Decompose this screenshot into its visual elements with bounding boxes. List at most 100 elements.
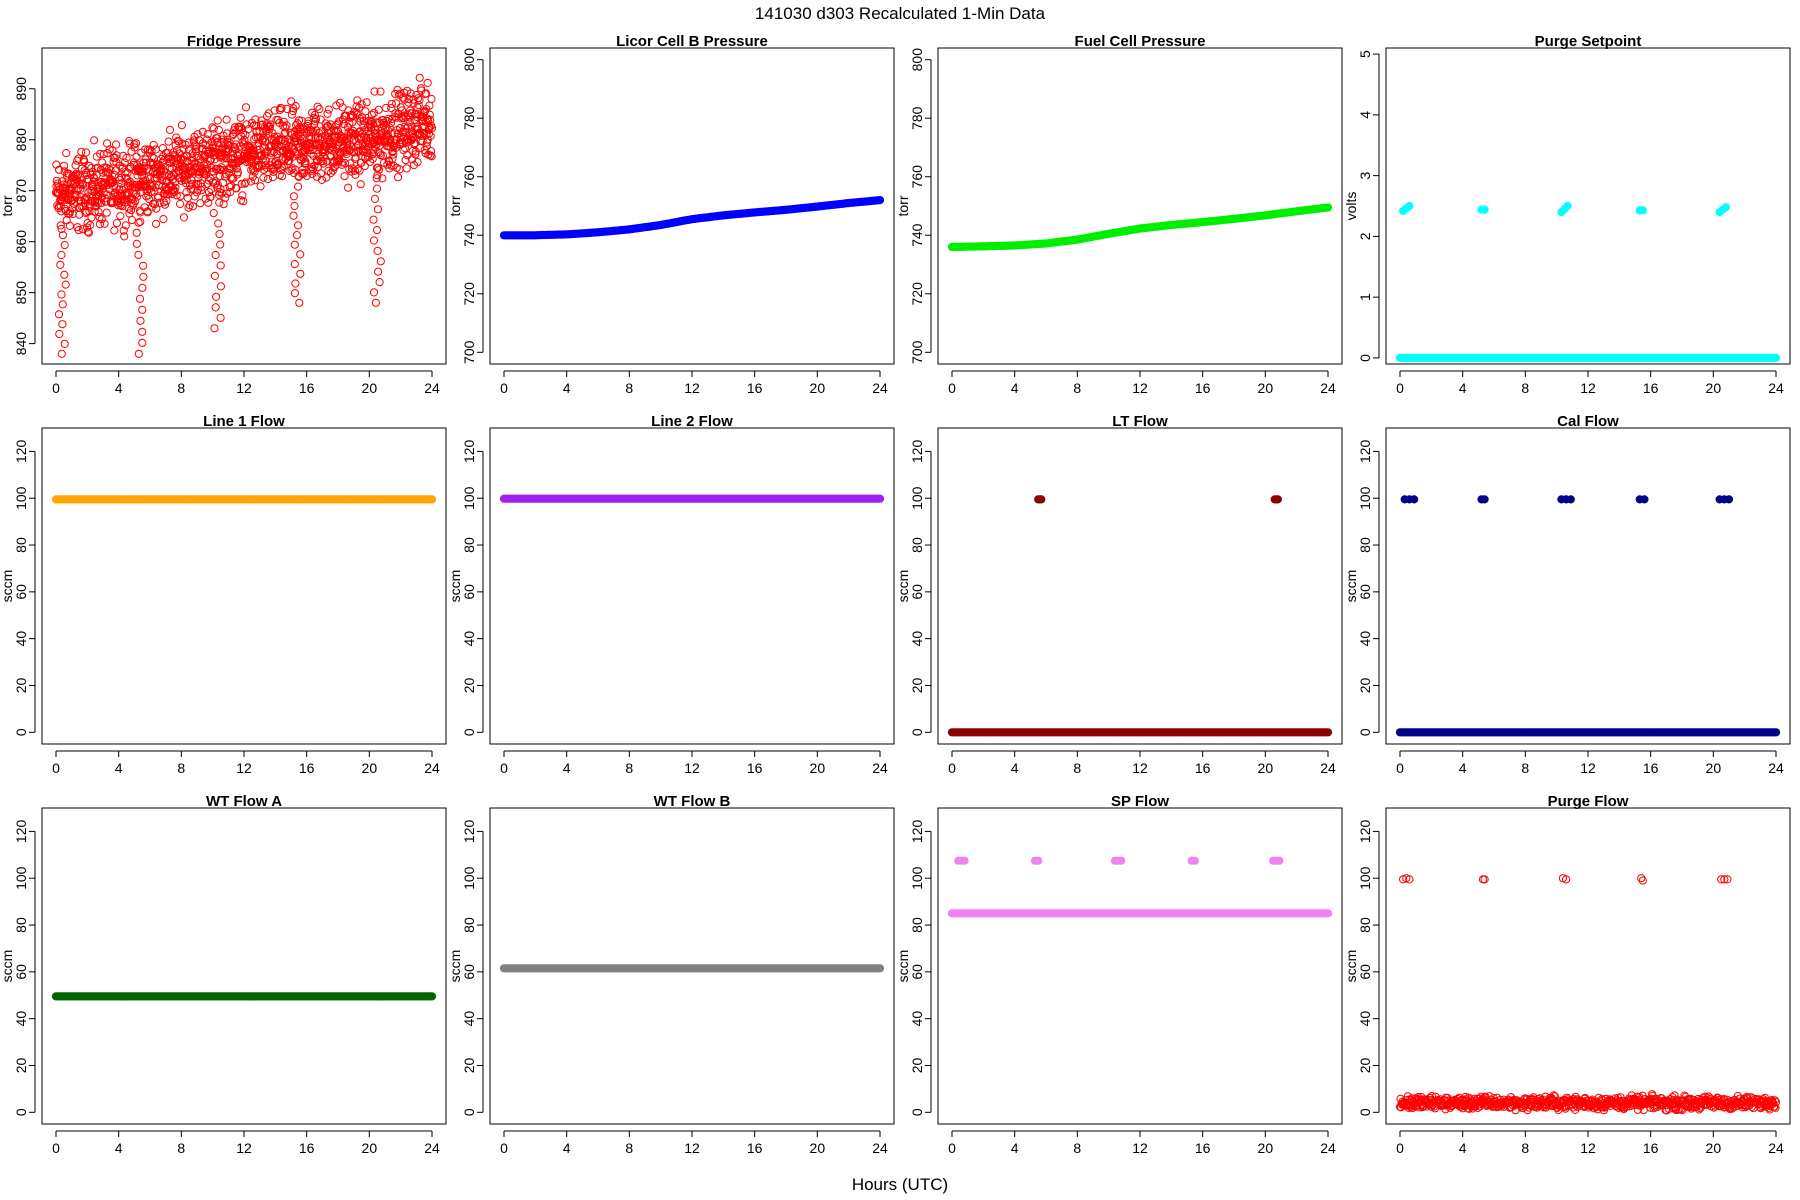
data-point bbox=[215, 229, 224, 239]
data-point bbox=[385, 123, 394, 132]
data-point bbox=[1771, 353, 1781, 362]
y-tick-label: 870 bbox=[13, 179, 29, 203]
x-tick-label: 12 bbox=[236, 380, 252, 396]
data-point bbox=[1190, 856, 1199, 865]
data-point bbox=[74, 226, 83, 235]
data-point bbox=[188, 202, 197, 211]
data-point bbox=[396, 123, 405, 133]
data-point bbox=[221, 193, 230, 202]
data-point bbox=[161, 171, 170, 180]
data-point bbox=[328, 166, 338, 175]
panel-title: Cal Flow bbox=[1557, 413, 1619, 430]
data-point bbox=[219, 200, 228, 209]
y-tick-label: 20 bbox=[13, 677, 29, 693]
data-point bbox=[1480, 205, 1489, 214]
data-point bbox=[226, 188, 235, 197]
data-point bbox=[124, 204, 133, 213]
data-point bbox=[340, 159, 350, 168]
data-point bbox=[138, 327, 147, 336]
data-point bbox=[378, 132, 387, 141]
data-point bbox=[95, 213, 104, 222]
x-tick-label: 8 bbox=[177, 760, 185, 776]
data-point bbox=[62, 149, 71, 158]
data-point bbox=[135, 206, 145, 215]
y-tick-label: 800 bbox=[461, 48, 477, 72]
data-point bbox=[370, 194, 380, 203]
data-point bbox=[119, 226, 128, 235]
data-point bbox=[256, 182, 265, 191]
data-point bbox=[290, 289, 299, 298]
y-tick-label: 850 bbox=[13, 281, 29, 305]
plot-frame bbox=[937, 427, 1343, 745]
data-point bbox=[371, 298, 380, 307]
y-tick-label: 740 bbox=[909, 223, 925, 247]
y-tick-label: 100 bbox=[461, 866, 477, 890]
data-point bbox=[369, 288, 379, 297]
data-point bbox=[72, 169, 81, 178]
data-point bbox=[217, 163, 226, 172]
data-point bbox=[282, 121, 291, 130]
data-point bbox=[216, 313, 225, 322]
data-point bbox=[202, 135, 211, 144]
x-tick-label: 8 bbox=[177, 380, 185, 396]
y-tick-label: 60 bbox=[1357, 964, 1373, 980]
data-point bbox=[97, 215, 106, 224]
data-point bbox=[427, 495, 437, 504]
data-point bbox=[372, 163, 381, 172]
panel-title: Line 2 Flow bbox=[651, 413, 733, 430]
data-point bbox=[179, 213, 189, 222]
data-point bbox=[337, 158, 346, 167]
y-tick-label: 20 bbox=[1357, 1057, 1373, 1073]
y-tick-label: 780 bbox=[461, 106, 477, 130]
data-point bbox=[57, 224, 66, 234]
x-tick-label: 20 bbox=[1258, 380, 1274, 396]
x-tick-label: 4 bbox=[1011, 380, 1019, 396]
x-tick-label: 12 bbox=[684, 380, 700, 396]
data-point bbox=[112, 151, 121, 160]
data-point bbox=[241, 178, 250, 187]
data-point bbox=[125, 177, 134, 186]
data-point bbox=[307, 149, 316, 158]
panel-title: WT Flow B bbox=[654, 793, 731, 810]
data-point bbox=[81, 208, 90, 217]
y-tick-label: 20 bbox=[13, 1057, 29, 1073]
data-point bbox=[316, 115, 325, 124]
data-point bbox=[311, 115, 321, 124]
y-tick-label: 40 bbox=[909, 1011, 925, 1027]
x-tick-label: 4 bbox=[563, 1140, 571, 1156]
x-tick-label: 24 bbox=[1320, 1140, 1336, 1156]
data-point bbox=[194, 174, 203, 183]
data-point bbox=[266, 120, 275, 129]
data-point bbox=[89, 182, 98, 191]
data-point bbox=[386, 118, 396, 128]
x-tick-label: 0 bbox=[1396, 1140, 1404, 1156]
data-point bbox=[120, 232, 129, 241]
x-tick-label: 24 bbox=[424, 1140, 440, 1156]
x-tick-label: 4 bbox=[1459, 760, 1467, 776]
data-point bbox=[115, 185, 124, 194]
data-point bbox=[399, 146, 408, 155]
y-tick-label: 0 bbox=[461, 728, 477, 736]
x-tick-label: 24 bbox=[1768, 1140, 1784, 1156]
data-point bbox=[150, 200, 159, 209]
y-tick-label: 60 bbox=[13, 964, 29, 980]
y-tick-label: 40 bbox=[1357, 1011, 1373, 1027]
data-point bbox=[415, 96, 424, 105]
data-point bbox=[59, 180, 68, 189]
y-tick-label: 60 bbox=[909, 584, 925, 600]
data-point bbox=[1480, 495, 1489, 504]
x-tick-label: 4 bbox=[115, 760, 123, 776]
data-point bbox=[401, 156, 410, 165]
data-point bbox=[209, 124, 218, 133]
data-point bbox=[60, 241, 69, 250]
panel-title: LT Flow bbox=[1112, 413, 1168, 430]
data-point bbox=[308, 108, 317, 117]
y-tick-label: 0 bbox=[461, 1108, 477, 1116]
data-point bbox=[67, 184, 77, 193]
x-tick-label: 12 bbox=[1132, 380, 1148, 396]
data-point bbox=[1037, 495, 1046, 504]
